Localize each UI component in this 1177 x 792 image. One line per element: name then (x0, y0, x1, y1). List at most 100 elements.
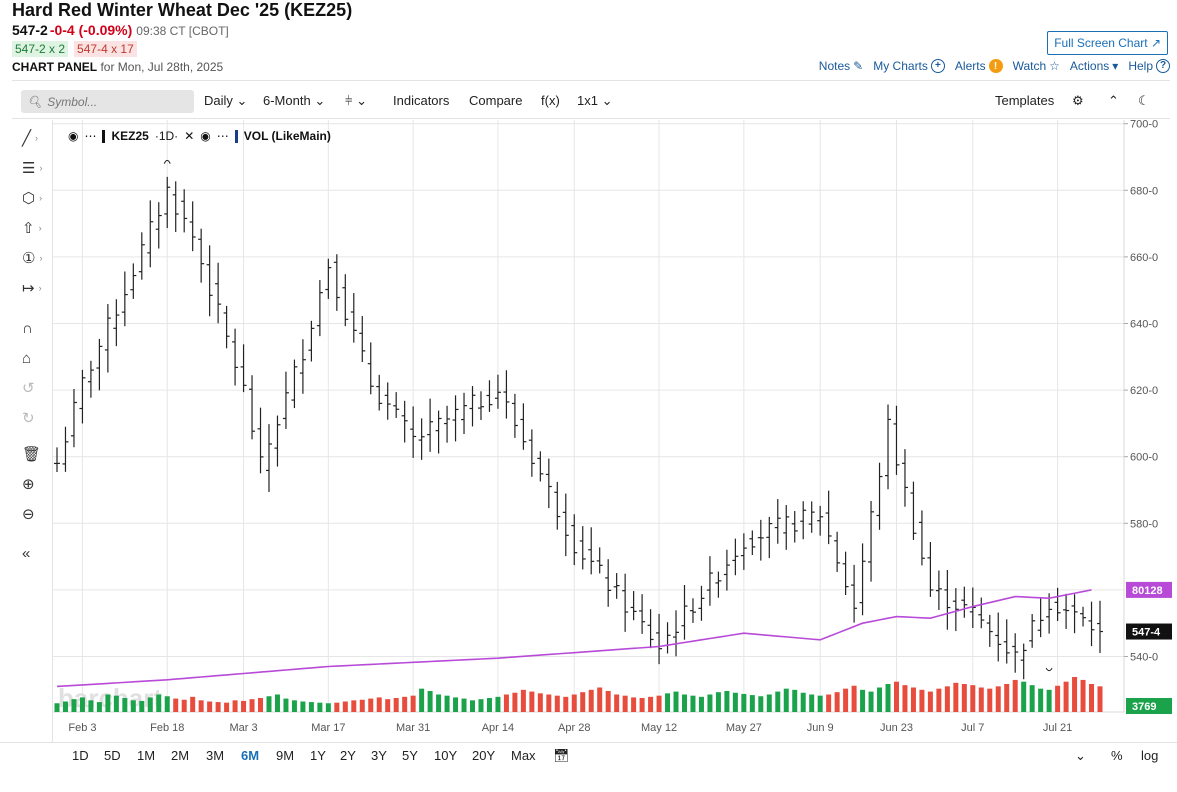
function-button[interactable]: f(x) (541, 93, 560, 108)
ohlc-bar (427, 398, 434, 452)
volume-bar (122, 698, 128, 712)
lock-tool[interactable]: ⌂ (22, 347, 52, 369)
ohlc-bar (121, 271, 128, 327)
redo-button[interactable]: ↻ (22, 407, 52, 429)
close-icon[interactable]: ✕ (184, 129, 195, 143)
symbol-search-input[interactable]: 🔍︎ Symbol... (21, 90, 194, 113)
eye-icon[interactable]: ◉ (200, 129, 211, 143)
layout-dropdown[interactable]: 1x1 ⌄ (577, 93, 613, 109)
delete-drawings-button[interactable]: 🗑︎ (22, 443, 52, 465)
legend-symbol: KEZ25 (111, 129, 149, 143)
ohlc-bar (1003, 619, 1010, 664)
magnet-icon: ∩ (22, 319, 33, 337)
magnet-tool[interactable]: ∩ (22, 317, 52, 339)
chart-type-dropdown[interactable]: ⫩ ⌄ (345, 93, 367, 109)
volume-bar (419, 688, 425, 712)
range-2m[interactable]: 2M (171, 748, 190, 763)
ohlc-bar (800, 501, 807, 540)
more-icon[interactable]: ⋯ (216, 129, 229, 143)
range-5y[interactable]: 5Y (402, 748, 418, 763)
ohlc-bar (656, 613, 663, 665)
last-price-badge: 547-4 (1126, 623, 1172, 640)
annotation-tool[interactable]: ① › (22, 247, 52, 269)
drawing-toolbar: ╱ › ☰ › ⬡ › ⇧ › ① › ↦ › ∩ ⌂ ↺ ↻ 🗑︎ ⊕ ⊖ « (12, 120, 52, 740)
zoom-out-button[interactable]: ⊖ (22, 503, 52, 525)
ohlc-bar (308, 320, 315, 362)
volume-bar (266, 696, 272, 712)
ohlc-bar (537, 451, 544, 482)
ohlc-bar (393, 392, 400, 418)
chevron-down-icon: ⌄ (601, 93, 613, 108)
ohlc-bar (104, 304, 111, 373)
ohlc-bar (62, 426, 69, 472)
percent-toggle[interactable]: % (1111, 748, 1123, 763)
full-screen-label: Full Screen Chart (1054, 36, 1148, 50)
interval-dropdown[interactable]: Daily ⌄ (204, 93, 247, 109)
ohlc-bar (1012, 633, 1019, 673)
chevron-down-icon: ⌄ (314, 93, 326, 108)
svg-text:80128: 80128 (1132, 585, 1163, 597)
alerts-link[interactable]: Alerts! (955, 59, 1003, 73)
range-6m[interactable]: 6M (241, 748, 260, 763)
volume-bar (96, 702, 102, 712)
templates-button[interactable]: Templates (995, 93, 1055, 108)
zoom-in-button[interactable]: ⊕ (22, 473, 52, 495)
measure-tool[interactable]: ↦ › (22, 277, 52, 299)
arrow-tool[interactable]: ⇧ › (22, 217, 52, 239)
volume-bar (1038, 688, 1044, 712)
search-icon: 🔍︎ (27, 94, 43, 109)
volume-bar (656, 695, 662, 712)
range-1m[interactable]: 1M (137, 748, 156, 763)
undo-button[interactable]: ↺ (22, 377, 52, 399)
range-1y[interactable]: 1Y (310, 748, 326, 763)
notes-link[interactable]: Notes ✎ (819, 59, 863, 73)
price-chart[interactable]: barchart700-0680-0660-0640-0620-0600-058… (53, 120, 1173, 742)
help-link[interactable]: Help? (1128, 59, 1170, 73)
full-screen-chart-button[interactable]: Full Screen Chart ↗ (1047, 31, 1168, 55)
layout-label: 1x1 (577, 93, 598, 108)
fibonacci-tool[interactable]: ☰ › (22, 157, 52, 179)
eye-icon[interactable]: ◉ (68, 129, 79, 143)
ohlc-bar (935, 570, 942, 611)
range-2y[interactable]: 2Y (340, 748, 356, 763)
indicators-button[interactable]: Indicators (393, 93, 450, 108)
my-charts-link[interactable]: My Charts + (873, 59, 945, 73)
x-tick-label: May 27 (726, 722, 762, 734)
more-icon[interactable]: ⋯ (84, 129, 97, 143)
volume-bar (681, 694, 687, 712)
watch-link[interactable]: Watch ☆ (1013, 59, 1060, 73)
range-20y[interactable]: 20Y (472, 748, 496, 763)
calendar-icon[interactable]: 📅︎ (553, 748, 570, 763)
actions-label: Actions (1069, 59, 1110, 73)
range-5d[interactable]: 5D (104, 748, 121, 763)
ohlc-bar (418, 418, 425, 460)
volume-bar (427, 691, 433, 712)
collapse-up-icon[interactable]: ⌃ (1108, 93, 1119, 108)
volume-bar (571, 694, 577, 712)
volume-bar (1021, 681, 1027, 712)
range-dropdown[interactable]: 6-Month ⌄ (263, 93, 325, 109)
ohlc-bar (359, 316, 366, 362)
gear-icon[interactable]: ⚙ (1072, 93, 1084, 108)
ohlc-bar (401, 400, 408, 443)
range-9m[interactable]: 9M (276, 748, 295, 763)
range-10y[interactable]: 10Y (434, 748, 458, 763)
range-3m[interactable]: 3M (206, 748, 225, 763)
ohlc-bar (842, 551, 849, 596)
ohlc-bar (155, 202, 162, 249)
expand-icon[interactable]: ⌄ (1075, 748, 1086, 763)
dark-mode-icon[interactable]: ☾ (1138, 93, 1150, 108)
range-1d[interactable]: 1D (72, 748, 89, 763)
volume-bar (605, 691, 611, 712)
collapse-toolbar-button[interactable]: « (22, 542, 52, 564)
range-max[interactable]: Max (511, 748, 536, 763)
range-3y[interactable]: 3Y (371, 748, 387, 763)
ohlc-bar (291, 359, 298, 409)
volume-bar (783, 688, 789, 712)
shape-tool[interactable]: ⬡ › (22, 187, 52, 209)
trendline-tool[interactable]: ╱ › (22, 127, 52, 149)
y-tick-label: 540-0 (1130, 652, 1158, 664)
compare-button[interactable]: Compare (469, 93, 523, 108)
log-toggle[interactable]: log (1141, 748, 1159, 763)
actions-menu[interactable]: Actions ▾ (1070, 59, 1118, 73)
